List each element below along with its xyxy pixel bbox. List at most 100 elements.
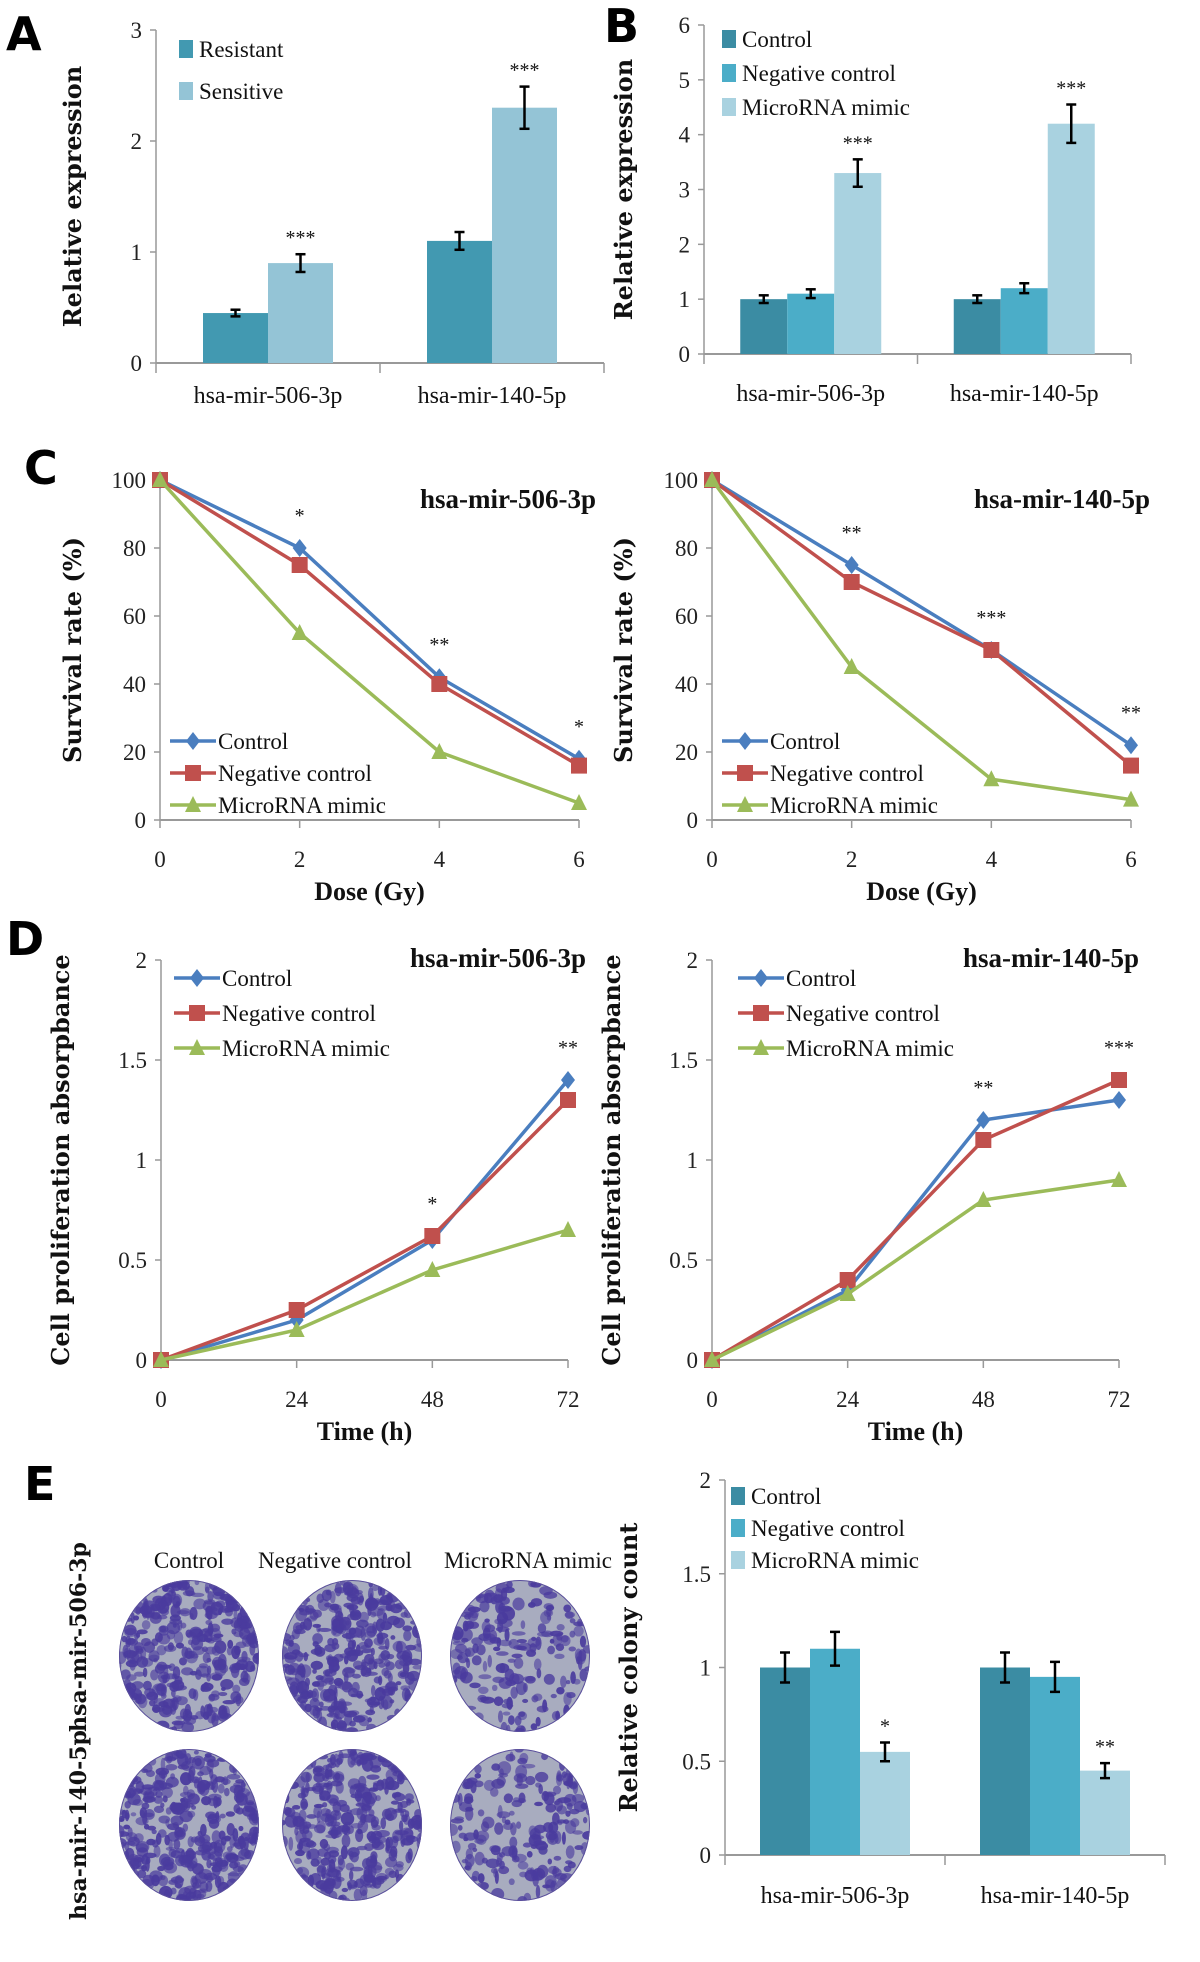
marker-triangle: [185, 796, 201, 812]
marker-diamond: [561, 1071, 575, 1089]
significance-label: **: [973, 1077, 993, 1099]
y-tick-label: 2: [700, 1468, 712, 1493]
y-axis-title: Cell proliferation absorpbance: [46, 954, 75, 1365]
marker-triangle: [153, 1351, 169, 1367]
line-path: [711, 1178, 1120, 1362]
y-tick-label: 2: [136, 948, 148, 973]
marker-triangle: [1111, 1171, 1127, 1187]
legend-label: MicroRNA mimic: [751, 1548, 919, 1573]
legend-label: Negative control: [218, 761, 372, 786]
colony-formation-image: Control Negative control MicroRNA mimic hsa…: [66, 1542, 612, 1920]
panel-label-d: D: [6, 912, 44, 966]
significance-label: ***: [510, 60, 540, 82]
significance-label: *: [574, 716, 584, 738]
marker-triangle: [571, 794, 587, 810]
legend-label: MicroRNA mimic: [218, 793, 386, 818]
x-tick-label: 4: [986, 847, 998, 872]
legend-label: Negative control: [770, 761, 924, 786]
marker-triangle: [152, 471, 168, 487]
legend-label: Control: [751, 1484, 821, 1509]
significance-label: **: [558, 1037, 578, 1059]
error-bar: [805, 288, 816, 300]
y-axis-title: Relative expression: [58, 66, 87, 328]
marker-diamond: [186, 732, 200, 750]
x-tick-label: 48: [972, 1387, 995, 1412]
marker-triangle: [560, 1221, 576, 1237]
error-bar: [852, 158, 863, 189]
line-path: [160, 1078, 570, 1362]
chart-1: 0 1 2 3 4 5 6 Relative expression hsa-mir-506-3p…: [609, 13, 1132, 407]
x-axis-title: Time (h): [317, 1417, 413, 1446]
x-tick-label: 6: [573, 847, 585, 872]
legend-label: Negative control: [786, 1001, 940, 1026]
y-tick-label: 1: [679, 287, 691, 312]
marker-diamond: [976, 1111, 991, 1129]
marker-triangle: [753, 1039, 769, 1055]
significance-label: **: [1121, 702, 1141, 724]
legend-label: Control: [742, 27, 812, 52]
series-line: [704, 1072, 1127, 1368]
marker-triangle: [291, 624, 308, 640]
significance-label: ***: [286, 227, 316, 249]
bar: [860, 1751, 910, 1855]
y-tick-label: 1: [700, 1656, 712, 1681]
x-tick-label: 24: [836, 1387, 860, 1412]
error-bar: [1066, 103, 1077, 145]
marker-diamond: [738, 732, 752, 750]
bar: [953, 299, 1001, 354]
x-tick-label: 4: [434, 847, 446, 872]
marker-square: [975, 1132, 992, 1148]
y-tick-label: 1.5: [118, 1048, 147, 1073]
legend-label: Control: [218, 729, 288, 754]
x-axis-title: Dose (Gy): [866, 877, 976, 906]
marker-triangle: [839, 1285, 856, 1301]
marker-triangle: [288, 1321, 305, 1337]
error-bar: [519, 85, 530, 131]
marker-square: [571, 757, 587, 774]
error-bar: [1100, 1761, 1110, 1780]
legend-label: Control: [222, 966, 292, 991]
chart-3: 0 20 40 60 80 100 Survival rate (%) 0 2 4 6 Dose (G…: [609, 468, 1150, 906]
bar: [203, 313, 268, 363]
category-label: hsa-mir-140-5p: [950, 381, 1099, 407]
y-tick-label: 0: [687, 1348, 699, 1373]
significance-label: *: [295, 505, 305, 527]
y-tick-label: 6: [679, 13, 691, 38]
x-tick-label: 0: [706, 847, 718, 872]
colony-row-label: hsa-mir-506-3p: [66, 1542, 92, 1732]
error-bar: [230, 308, 241, 318]
marker-square: [1123, 757, 1139, 774]
bar: [268, 263, 333, 363]
marker-diamond: [844, 556, 859, 574]
legend-swatch: [731, 1519, 745, 1537]
y-tick-label: 4: [679, 123, 691, 148]
line-path: [160, 1098, 570, 1362]
marker-triangle: [1123, 790, 1139, 807]
category-label: hsa-mir-506-3p: [194, 383, 343, 409]
chart-4: 0 0.5 1 1.5 2 Cell proliferation absorpbance 0…: [46, 943, 586, 1446]
y-axis-title: Survival rate (%): [58, 537, 87, 763]
marker-triangle: [704, 1351, 720, 1367]
significance-label: ***: [843, 132, 873, 154]
colony-plate: [450, 1749, 590, 1901]
chart-title: hsa-mir-140-5p: [963, 943, 1139, 973]
y-tick-label: 1: [136, 1148, 148, 1173]
marker-triangle: [704, 471, 720, 487]
x-axis-title: Time (h): [868, 1417, 964, 1446]
marker-diamond: [1112, 1091, 1126, 1109]
series-line: [704, 1171, 1127, 1367]
y-tick-label: 0: [679, 342, 691, 367]
line-path: [710, 478, 1132, 802]
x-tick-label: 0: [706, 1387, 718, 1412]
error-bar: [758, 294, 769, 305]
error-bar: [880, 1741, 890, 1763]
line-path: [160, 1228, 569, 1362]
marker-square: [291, 557, 308, 573]
error-bar: [454, 230, 465, 252]
significance-label: **: [429, 634, 449, 656]
legend-label: MicroRNA mimic: [742, 95, 910, 120]
y-tick-label: 80: [123, 536, 146, 561]
x-tick-label: 2: [846, 847, 858, 872]
marker-square: [424, 1228, 441, 1244]
